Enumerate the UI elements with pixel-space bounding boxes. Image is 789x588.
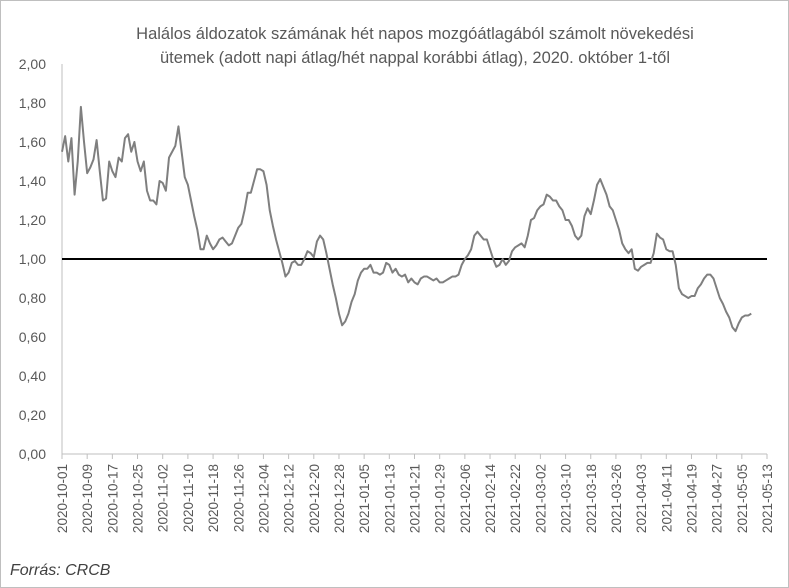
chart-title: Halálos áldozatok számának hét napos moz… [90, 22, 740, 70]
x-tick-label: 2020-11-10 [181, 464, 196, 532]
x-tick-label: 2021-03-18 [584, 464, 599, 533]
y-tick-label: 2,00 [19, 56, 46, 72]
x-tick-label: 2020-10-25 [131, 464, 146, 533]
x-tick-label: 2020-12-20 [307, 464, 322, 533]
x-tick-label: 2020-10-09 [80, 464, 95, 533]
y-tick-label: 0,00 [19, 446, 46, 462]
x-tick-label: 2020-10-01 [55, 464, 70, 533]
y-tick-label: 1,80 [19, 95, 46, 111]
x-axis: 2020-10-01 2020-10-09 2020-10-17 2020-10-25… [55, 453, 775, 534]
x-tick-label: 2021-04-11 [659, 464, 674, 532]
x-tick-label: 2021-04-19 [684, 464, 699, 533]
x-tick-label: 2021-05-05 [735, 464, 750, 533]
x-tick-label: 2021-05-13 [760, 464, 775, 533]
x-tick-label: 2021-01-05 [357, 464, 372, 533]
chart-title-line-2: ütemek (adott napi átlag/hét nappal korá… [159, 49, 670, 67]
y-tick-label: 0,60 [19, 329, 46, 345]
x-tick-label: 2021-03-02 [533, 464, 548, 533]
x-tick-label: 2021-02-22 [508, 464, 523, 533]
x-tick-label: 2021-04-27 [710, 464, 725, 533]
x-tick-label: 2021-03-26 [609, 464, 624, 533]
x-tick-label: 2020-11-18 [206, 464, 221, 532]
x-tick-label: 2021-02-06 [458, 464, 473, 533]
y-tick-label: 1,40 [19, 173, 46, 189]
x-tick-label: 2020-10-17 [105, 464, 120, 533]
y-axis: 0,00 0,20 0,40 0,60 0,80 1,00 1,20 1,40 1,60 1,80… [19, 56, 63, 462]
x-tick-label: 2021-03-10 [559, 464, 574, 533]
source-note: Forrás: CRCB [10, 562, 111, 579]
x-tick-label: 2020-12-04 [256, 464, 271, 534]
x-tick-label: 2021-01-13 [382, 464, 397, 533]
x-tick-label: 2020-12-12 [282, 464, 297, 533]
x-tick-label: 2021-01-29 [433, 464, 448, 533]
series-line [61, 105, 752, 333]
y-tick-label: 1,20 [19, 212, 46, 228]
chart-title-line-1: Halálos áldozatok számának hét napos moz… [136, 25, 694, 43]
x-tick-label: 2021-04-03 [634, 464, 649, 533]
plot-area [61, 105, 767, 333]
x-tick-label: 2020-12-28 [332, 464, 347, 533]
y-tick-label: 1,00 [19, 251, 46, 267]
y-tick-label: 0,20 [19, 407, 46, 423]
y-tick-label: 0,80 [19, 290, 46, 306]
y-tick-label: 1,60 [19, 134, 46, 150]
x-tick-label: 2020-11-02 [156, 464, 171, 532]
x-tick-label: 2021-01-21 [408, 464, 423, 533]
y-tick-label: 0,40 [19, 368, 46, 384]
x-tick-label: 2020-11-26 [231, 464, 246, 532]
x-tick-label: 2021-02-14 [483, 464, 498, 534]
